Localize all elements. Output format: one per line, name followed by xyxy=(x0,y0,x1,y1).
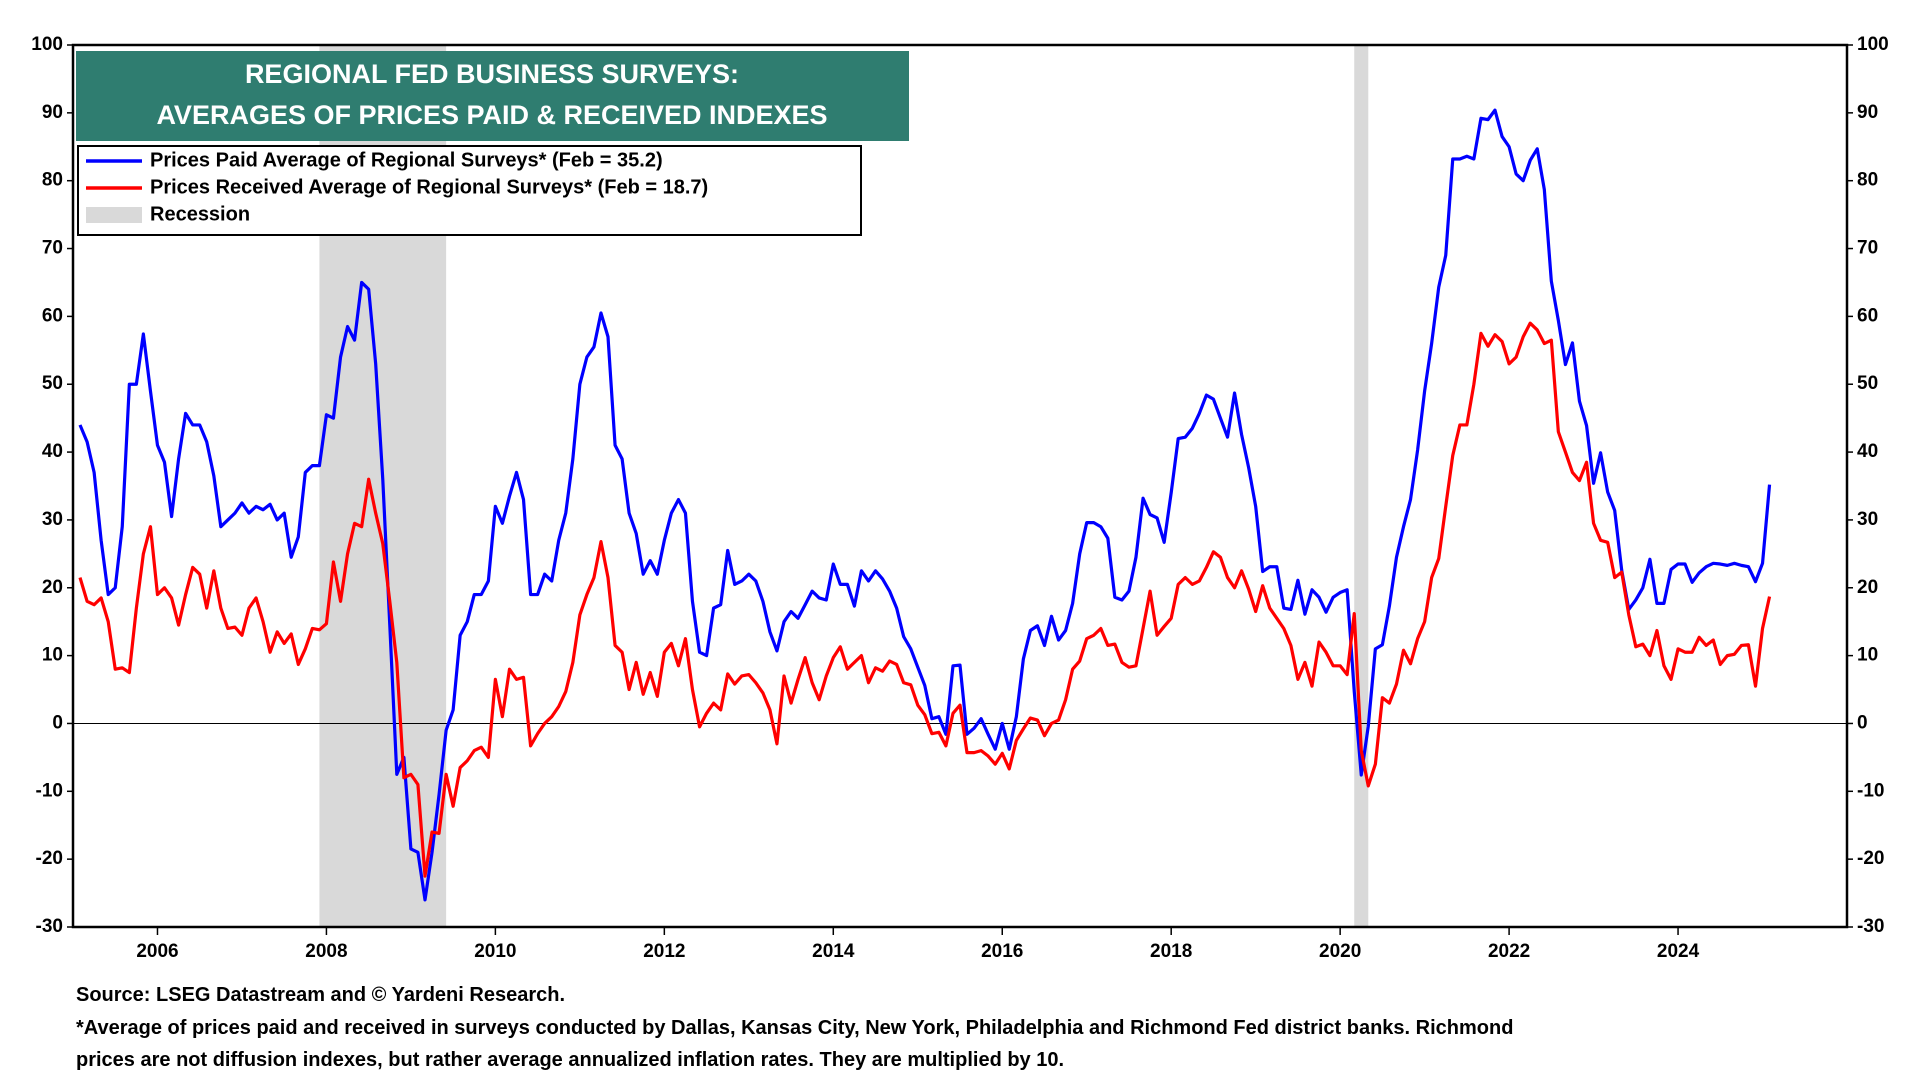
x-tick-label: 2022 xyxy=(1488,941,1530,962)
y2-tick-label: 20 xyxy=(1857,577,1878,598)
x-tick-label: 2006 xyxy=(136,941,178,962)
y-tick-label: 80 xyxy=(42,170,63,191)
y2-tick-label: 40 xyxy=(1857,441,1878,462)
x-tick-label: 2012 xyxy=(643,941,685,962)
x-tick-label: 2020 xyxy=(1319,941,1361,962)
y-tick-label: 40 xyxy=(42,441,63,462)
y-tick-label: 70 xyxy=(42,238,63,259)
x-tick-label: 2016 xyxy=(981,941,1023,962)
y2-tick-label: 50 xyxy=(1857,373,1878,394)
title-box xyxy=(76,51,909,141)
y2-tick-label: 90 xyxy=(1857,102,1878,123)
source-note: Source: LSEG Datastream and © Yardeni Re… xyxy=(76,984,565,1006)
y-tick-label: 20 xyxy=(42,577,63,598)
y-tick-label: 50 xyxy=(42,373,63,394)
x-tick-label: 2014 xyxy=(812,941,855,962)
y-tick-label: 60 xyxy=(42,305,63,326)
series-line xyxy=(78,321,1772,878)
recession-band xyxy=(1354,45,1369,927)
y2-tick-label: 70 xyxy=(1857,238,1878,259)
y-tick-label: 90 xyxy=(42,102,63,123)
plot-frame xyxy=(71,43,1849,929)
x-tick-label: 2008 xyxy=(305,941,347,962)
x-tick-label: 2010 xyxy=(474,941,516,962)
y-tick-label: 10 xyxy=(42,645,63,666)
y-tick-label: 30 xyxy=(42,509,63,530)
legend-box xyxy=(77,145,862,236)
legend-label: Recession xyxy=(150,203,250,225)
y2-tick-label: 60 xyxy=(1857,305,1878,326)
legend-swatch xyxy=(86,207,142,223)
y2-tick-label: 100 xyxy=(1857,34,1889,55)
legend-label: Prices Paid Average of Regional Surveys*… xyxy=(150,149,663,171)
y2-tick-label: -30 xyxy=(1857,916,1884,937)
x-tick-label: 2024 xyxy=(1657,941,1700,962)
y2-tick-label: -20 xyxy=(1857,848,1884,869)
chart-title: AVERAGES OF PRICES PAID & RECEIVED INDEX… xyxy=(156,100,827,130)
y2-tick-label: 30 xyxy=(1857,509,1878,530)
x-tick-label: 2018 xyxy=(1150,941,1192,962)
y2-tick-label: 0 xyxy=(1857,712,1868,733)
chart-title: REGIONAL FED BUSINESS SURVEYS: xyxy=(245,59,739,89)
footnote: prices are not diffusion indexes, but ra… xyxy=(76,1049,1064,1071)
footnote: *Average of prices paid and received in … xyxy=(76,1017,1513,1039)
y2-tick-label: -10 xyxy=(1857,780,1884,801)
series-line xyxy=(78,108,1772,902)
y2-tick-label: 10 xyxy=(1857,645,1878,666)
y-tick-label: 0 xyxy=(52,712,63,733)
y-tick-label: -20 xyxy=(36,848,63,869)
y2-tick-label: 80 xyxy=(1857,170,1878,191)
y-tick-label: -10 xyxy=(36,780,63,801)
y-tick-label: -30 xyxy=(36,916,63,937)
legend-label: Prices Received Average of Regional Surv… xyxy=(150,176,708,198)
y-tick-label: 100 xyxy=(31,34,63,55)
